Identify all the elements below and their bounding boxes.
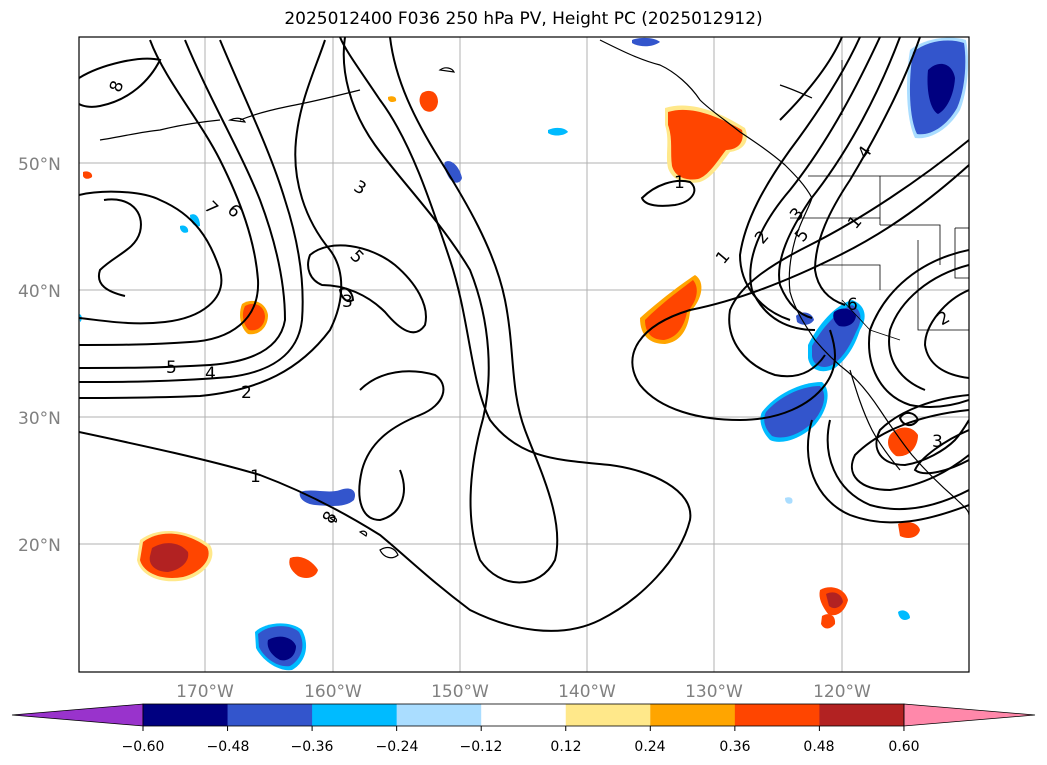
colorbar-tick-label: −0.12 xyxy=(460,739,503,755)
colorbar-frame xyxy=(142,703,905,727)
pv-blob-mexico-1 xyxy=(898,522,920,538)
contour-label: 4 xyxy=(205,364,216,384)
colorbar xyxy=(11,703,1036,731)
lat-label: 30°N xyxy=(18,409,61,429)
colorbar-bin xyxy=(396,704,482,726)
contour-4-west xyxy=(79,39,304,383)
colorbar-tick-label: −0.48 xyxy=(207,739,250,755)
colorbar-tick-label: 0.24 xyxy=(634,739,665,755)
colorbar-tick-label: −0.36 xyxy=(291,739,334,755)
pv-blob-hawaii-chain xyxy=(299,488,356,506)
map-title: 2025012400 F036 250 hPa PV, Height PC (2… xyxy=(284,9,763,29)
colorbar-bin xyxy=(312,704,398,726)
colorbar-bin xyxy=(565,704,651,726)
lon-axis: 170°W 160°W 150°W 140°W 130°W 120°W xyxy=(176,682,871,702)
pv-blob-gulf xyxy=(444,161,462,183)
map-frame xyxy=(78,36,970,673)
lat-label: 50°N xyxy=(18,155,61,175)
pv-blob-small-1 xyxy=(419,90,438,112)
contour-8-upper-left xyxy=(79,57,162,108)
height-contours xyxy=(79,37,969,632)
colorbar-tick-label: 0.60 xyxy=(888,739,919,755)
colorbar-tick-label: 0.48 xyxy=(803,739,834,755)
contour-4-east xyxy=(738,37,861,321)
coastlines xyxy=(99,39,969,559)
lon-label: 140°W xyxy=(558,682,616,702)
colorbar-tick-label: 0.36 xyxy=(719,739,750,755)
lon-label: 160°W xyxy=(304,682,362,702)
colorbar-extend-low xyxy=(11,703,144,727)
colorbar-bin xyxy=(650,704,736,726)
contour-2-right xyxy=(923,289,969,379)
pv-blob-small-2 xyxy=(289,556,318,578)
contour-3-center xyxy=(342,37,559,584)
lon-label: 170°W xyxy=(176,682,234,702)
colorbar-tick-label: −0.60 xyxy=(122,739,165,755)
colorbar-bin xyxy=(227,704,313,726)
colorbar-tick-label: −0.24 xyxy=(376,739,419,755)
colorbar-bin xyxy=(143,704,229,726)
colorbar-extend-high xyxy=(903,703,1036,727)
contour-label: 1 xyxy=(674,173,685,193)
contour-2-east xyxy=(728,139,969,378)
contour-label: 3 xyxy=(932,432,943,452)
contour-3-east xyxy=(749,37,881,331)
contour-label: 3 xyxy=(342,292,353,312)
lon-label: 120°W xyxy=(813,682,871,702)
colorbar-bin xyxy=(481,704,567,726)
contour-6 xyxy=(79,39,260,346)
contour-1-east xyxy=(631,164,969,422)
colorbar-bin xyxy=(734,704,820,726)
lon-label: 130°W xyxy=(685,682,743,702)
lat-axis: 50°N 40°N 30°N 20°N xyxy=(18,155,61,556)
colorbar-bin xyxy=(819,704,905,726)
contour-5-center xyxy=(307,244,427,334)
contour-label: 6 xyxy=(847,295,858,315)
colorbar-ticks: −0.60 −0.48 −0.36 −0.24 −0.12 0.12 0.24 … xyxy=(122,739,920,755)
lat-label: 40°N xyxy=(18,282,61,302)
contour-label: 2 xyxy=(241,383,252,403)
contour-1-east-loop xyxy=(640,179,696,207)
lat-label: 20°N xyxy=(18,536,61,556)
contour-5-east xyxy=(778,37,901,319)
contour-6-east xyxy=(813,37,921,306)
pv-blob-baja xyxy=(888,427,918,457)
contour-7 xyxy=(79,190,223,325)
lon-label: 150°W xyxy=(431,682,489,702)
contour-label: 1 xyxy=(250,467,261,487)
contour-5-west xyxy=(79,39,287,369)
contour-label: 5 xyxy=(166,358,177,378)
colorbar-tick-label: 0.12 xyxy=(550,739,581,755)
pv-negative-anomalies xyxy=(79,37,968,671)
